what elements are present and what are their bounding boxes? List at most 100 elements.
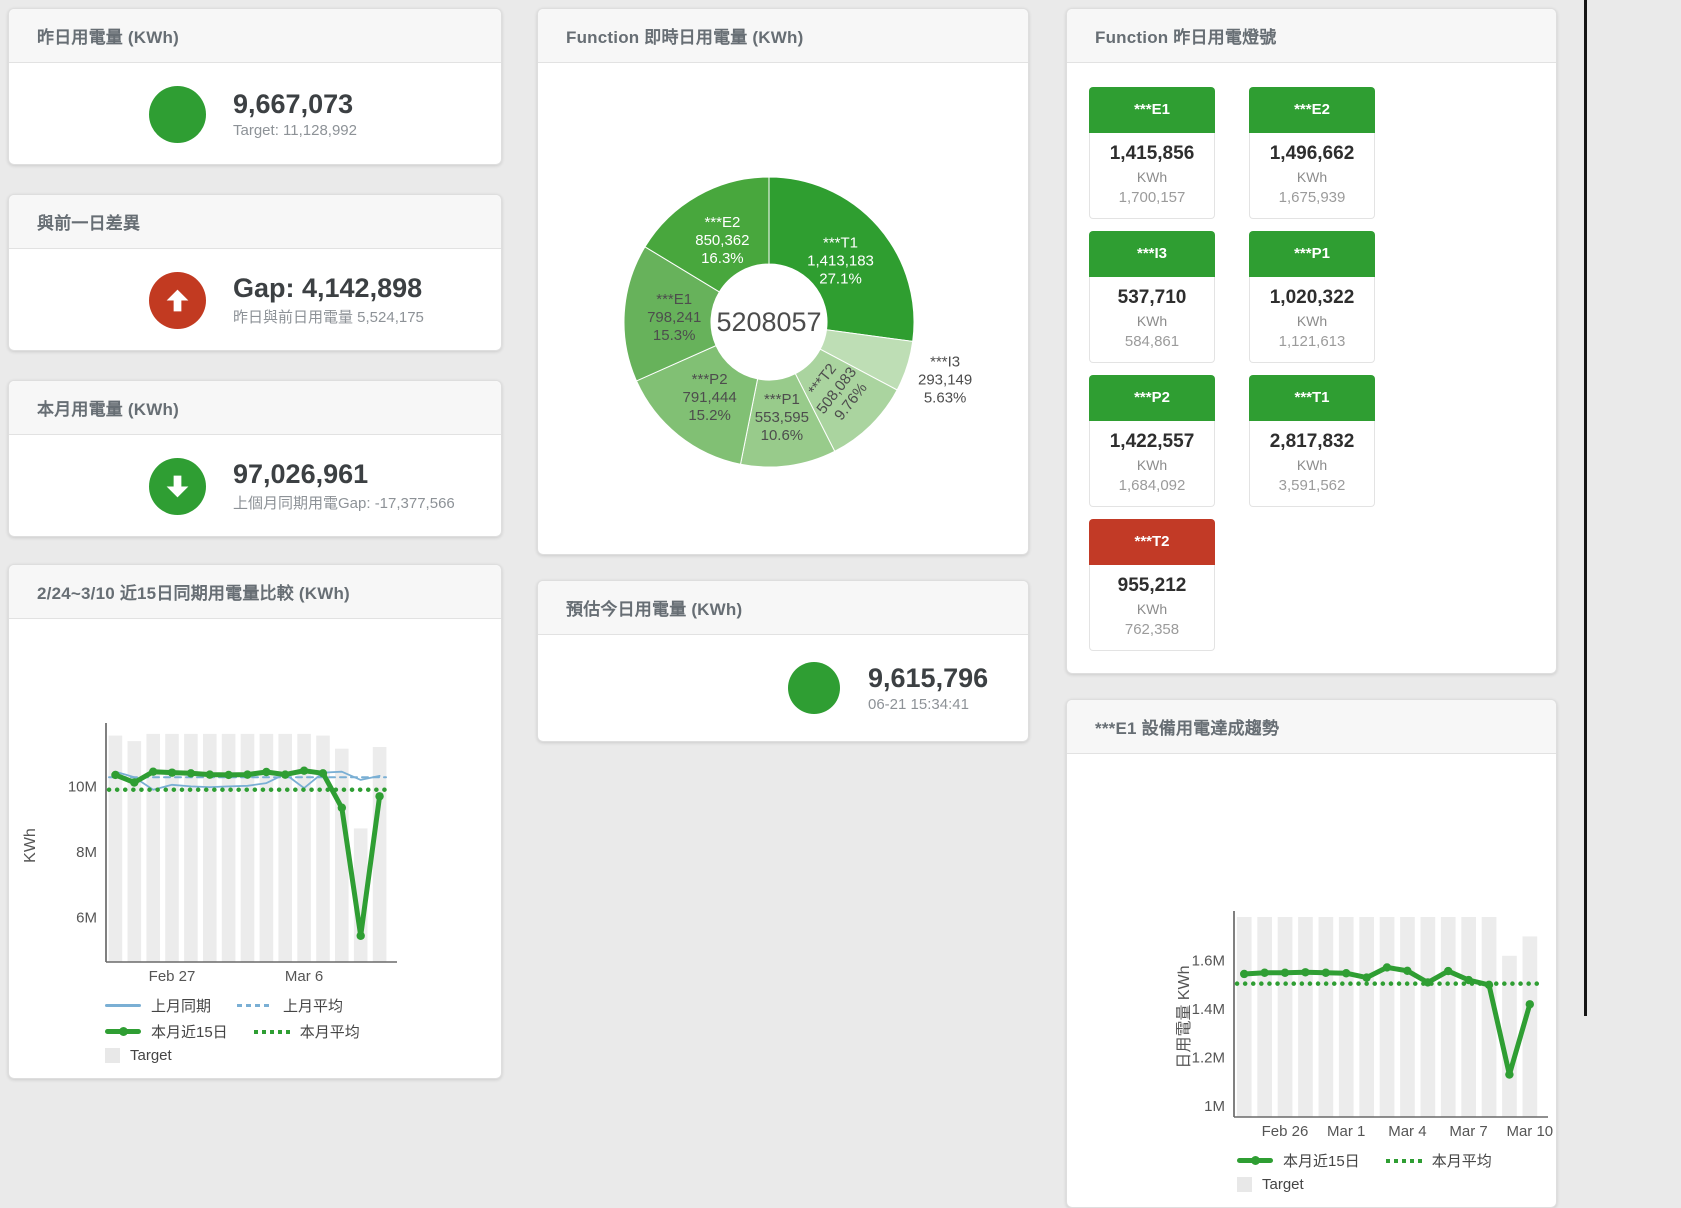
series-point: [337, 803, 347, 812]
card-month-title: 本月用電量 (KWh): [37, 400, 179, 419]
donut-slice-P2[interactable]: [635, 344, 759, 465]
donut-label-value: 791,444: [682, 389, 736, 406]
donut-slice-E2[interactable]: [644, 176, 770, 293]
target-bar: [1379, 917, 1395, 1117]
y-tick-label: 1M: [1204, 1098, 1225, 1115]
x-tick-label: Mar 10: [1506, 1123, 1553, 1140]
legend-item[interactable]: 本月平均: [253, 1021, 360, 1042]
legend-swatch-dashed: [237, 1004, 274, 1007]
device-tile-label: ***P2: [1089, 375, 1215, 421]
donut-label-name: ***P1: [764, 391, 800, 408]
legend-swatch-dotted: [253, 1029, 290, 1034]
arrow-up-icon: [166, 289, 189, 311]
donut-slice-E1[interactable]: [623, 246, 721, 382]
device-tile-body: 537,710 KWh 584,861: [1089, 277, 1215, 363]
device-tile-P1[interactable]: ***P1 1,020,322 KWh 1,121,613: [1249, 231, 1375, 363]
arrow-up-circle-icon: [149, 271, 206, 329]
card-compare15-title: 2/24~3/10 近15日同期用電量比較 (KWh): [37, 584, 350, 603]
legend-item[interactable]: 本月平均: [1385, 1150, 1492, 1171]
legend-swatch-line: [105, 1004, 141, 1007]
legend-label: 本月平均: [299, 1024, 360, 1041]
legend-item[interactable]: 本月近15日: [105, 1021, 228, 1042]
device-tile-label: ***I3: [1089, 231, 1215, 277]
legend-item[interactable]: 上月平均: [237, 995, 343, 1016]
target-bar: [1461, 917, 1476, 1117]
donut-label-pct: 15.2%: [688, 407, 731, 424]
target-bar: [316, 735, 330, 962]
x-tick-label: Mar 7: [1449, 1123, 1487, 1140]
card-month-usage: 本月用電量 (KWh) 97,026,961 上個月同期用電Gap: -17,3…: [8, 380, 502, 537]
month-usage-value: 97,026,961: [233, 459, 369, 489]
card-yesterday-usage: 昨日用電量 (KWh) 9,667,073 Target: 11,128,992: [8, 8, 502, 165]
compare15-legend: 上月同期 上月平均 本月近15日 本月平均 Target: [105, 995, 501, 1064]
device-tile-value: 537,710: [1117, 287, 1187, 308]
realtime-donut-chart[interactable]: ***T1 1,413,183 27.1% ***I3 293,149 5.63% ***T…: [538, 63, 1028, 551]
target-bar: [108, 735, 123, 962]
target-bar: [1236, 917, 1252, 1117]
device-tile-T2[interactable]: ***T2 955,212 KWh 762,358: [1089, 519, 1215, 651]
device-tile-value: 955,212: [1117, 575, 1187, 596]
series-point: [262, 767, 271, 777]
donut-slice-label: ***I3 293,149 5.63%: [918, 354, 972, 407]
legend-label: 本月平均: [1431, 1153, 1492, 1170]
series-point: [111, 770, 120, 780]
series-point: [281, 770, 290, 779]
arrow-down-icon: [166, 475, 189, 497]
series-point: [1444, 966, 1453, 976]
y-tick-label: 1.2M: [1192, 1050, 1225, 1067]
donut-label-name: ***E2: [704, 214, 740, 231]
card-estimate: 預估今日用電量 (KWh) 9,615,796 06-21 15:34:41: [537, 580, 1029, 742]
y-tick-label: 6M: [76, 910, 97, 927]
donut-center-total: 5208057: [716, 307, 821, 337]
target-bar: [1400, 917, 1415, 1117]
device-tile-unit: KWh: [1296, 313, 1328, 329]
device-tile-value: 2,817,832: [1269, 431, 1355, 452]
legend-item[interactable]: 本月近15日: [1237, 1150, 1360, 1171]
series-point: [1280, 968, 1290, 977]
x-tick-label: Mar 1: [1327, 1123, 1365, 1140]
legend-item[interactable]: Target: [1237, 1176, 1304, 1193]
series-point: [1464, 975, 1473, 985]
target-bar: [1257, 917, 1272, 1117]
donut-slice-label: ***P1 553,595 10.6%: [755, 391, 809, 444]
device-tile-P2[interactable]: ***P2 1,422,557 KWh 1,684,092: [1089, 375, 1215, 507]
target-bar: [1277, 917, 1293, 1117]
card-yesterday-body: 9,667,073 Target: 11,128,992: [9, 63, 501, 164]
device-tile-I3[interactable]: ***I3 537,710 KWh 584,861: [1089, 231, 1215, 363]
legend-swatch-dotted: [1385, 1158, 1422, 1163]
device-tile-E1[interactable]: ***E1 1,415,856 KWh 1,700,157: [1089, 87, 1215, 219]
card-compare15: 2/24~3/10 近15日同期用電量比較 (KWh) 6M 8M 10M KWh Fe…: [8, 564, 502, 1079]
series-point: [1301, 968, 1310, 977]
card-lights: Function 昨日用電燈號 ***E1 1,415,856 KWh 1,700,1…: [1066, 8, 1557, 674]
target-bar: [297, 733, 311, 962]
device-tile-E2[interactable]: ***E2 1,496,662 KWh 1,675,939: [1249, 87, 1375, 219]
donut-label-value: 850,362: [695, 232, 749, 249]
window-scrollbar[interactable]: [1584, 0, 1587, 1016]
donut-slice-label: ***T1 1,413,183 27.1%: [807, 234, 874, 287]
series-point: [318, 769, 328, 778]
series-point: [1382, 963, 1392, 972]
card-estimate-header: 預估今日用電量 (KWh): [538, 581, 1028, 635]
device-tile-target: 1,675,939: [1278, 189, 1346, 206]
series-point: [130, 778, 139, 787]
legend-item[interactable]: Target: [105, 1047, 172, 1064]
device-tile-unit: KWh: [1136, 601, 1168, 617]
device-tile-target: 584,861: [1124, 333, 1180, 350]
series-point: [1362, 973, 1371, 982]
compare15-chart[interactable]: 6M 8M 10M KWh Feb 27 Mar 6: [9, 619, 501, 991]
arrow-down-circle-icon: [149, 457, 206, 515]
device-tile-target: 762,358: [1124, 621, 1180, 638]
card-lights-header: Function 昨日用電燈號: [1067, 9, 1556, 63]
device-tile-T1[interactable]: ***T1 2,817,832 KWh 3,591,562: [1249, 375, 1375, 507]
legend-swatch-square: [105, 1048, 120, 1063]
x-tick-label: Mar 4: [1388, 1123, 1426, 1140]
donut-slice-T1[interactable]: [768, 176, 915, 342]
series-point: [1505, 1070, 1514, 1079]
device-tile-body: 1,496,662 KWh 1,675,939: [1249, 133, 1375, 219]
legend-item[interactable]: 上月同期: [105, 995, 211, 1016]
target-bar: [1318, 917, 1334, 1117]
series-point: [299, 766, 309, 775]
legend-label: 上月同期: [151, 998, 212, 1015]
donut-label-name: ***P2: [692, 371, 728, 388]
